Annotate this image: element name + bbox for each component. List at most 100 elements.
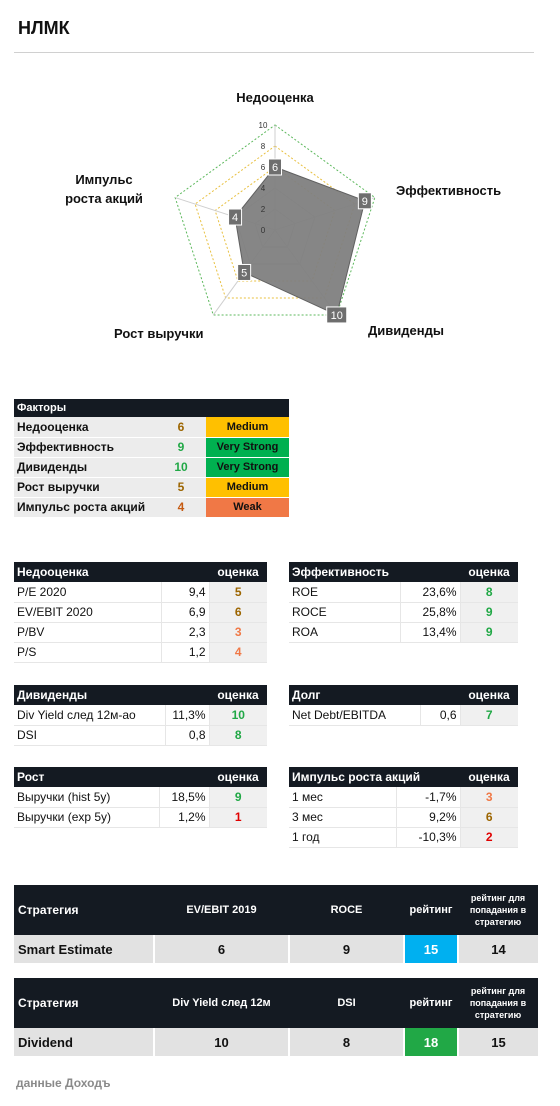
radar-value-label: 9 xyxy=(357,192,372,210)
factor-name: Дивиденды xyxy=(14,457,156,478)
score-header: оценка xyxy=(460,767,518,787)
metric-name: ROA xyxy=(289,622,400,643)
radar-value-label: 10 xyxy=(326,306,348,324)
metric-value: 6,9 xyxy=(160,602,209,623)
threshold-header: рейтинг для попадания в стратегию xyxy=(458,978,538,1028)
axis-label-bottom-left: Рост выручки xyxy=(114,326,203,341)
growth-table: Рост оценка Выручки (hist 5y) 18,5% 9 Выруч… xyxy=(14,767,267,828)
metric-value: 13,4% xyxy=(399,622,460,643)
radar-value-label: 5 xyxy=(237,263,252,281)
metric2-header: ROCE xyxy=(289,885,404,935)
metric-name: P/BV xyxy=(14,622,161,643)
rating-value: 15 xyxy=(403,935,458,963)
metric-score: 7 xyxy=(459,705,518,726)
svg-text:10: 10 xyxy=(331,310,343,322)
radar-tick-label: 2 xyxy=(261,205,266,214)
dividends-table: Дивиденды оценка Div Yield след 12м-ао 11,… xyxy=(14,685,267,746)
factor-name: Недооценка xyxy=(14,417,156,438)
metric-score: 8 xyxy=(208,725,267,746)
metric-name: Выручки (hist 5y) xyxy=(14,787,159,808)
metric-name: Net Debt/EBITDA xyxy=(289,705,420,726)
factor-name: Эффективность xyxy=(14,437,156,458)
radar-value-label: 4 xyxy=(228,208,243,226)
svg-text:5: 5 xyxy=(241,267,247,279)
strategy-name: Dividend xyxy=(14,1028,154,1056)
strategy-dividend-table: Стратегия Div Yield след 12м DSI рейтинг… xyxy=(14,978,538,1056)
metric-name: EV/EBIT 2020 xyxy=(14,602,161,623)
axis-label-left-line1: Импульс xyxy=(75,172,132,187)
strategy-name: Smart Estimate xyxy=(14,935,154,963)
efficiency-table: Эффективность оценка ROE 23,6% 8 ROCE 25,8% 9… xyxy=(289,562,518,643)
metric-score: 3 xyxy=(208,622,267,643)
title-divider xyxy=(14,52,534,53)
radar-tick-label: 6 xyxy=(261,163,266,172)
metric-score: 5 xyxy=(208,582,267,603)
radar-value-labels: 6 9 10 5 4 xyxy=(228,158,372,324)
momentum-table: Импульс роста акций оценка 1 мес -1,7% 3 3 … xyxy=(289,767,518,848)
score-header: оценка xyxy=(209,767,267,787)
factor-badge: Medium xyxy=(206,477,289,498)
metric-value: 0,6 xyxy=(419,705,460,726)
strategy-smart-estimate-table: Стратегия EV/EBIT 2019 ROCE рейтинг рейт… xyxy=(14,885,538,963)
metric1-header: Div Yield след 12м xyxy=(154,978,289,1028)
metric-score: 9 xyxy=(459,622,518,643)
valuation-table: Недооценка оценка P/E 2020 9,4 5 EV/EBIT 20… xyxy=(14,562,267,663)
factor-value: 10 xyxy=(156,457,206,478)
metric-score: 4 xyxy=(208,642,267,663)
factor-value: 5 xyxy=(156,477,206,498)
metric-value: 23,6% xyxy=(399,582,460,603)
page-title: НЛМК xyxy=(18,18,70,38)
metric-value: 0,8 xyxy=(164,725,209,746)
axis-label-bottom-right: Дивиденды xyxy=(368,323,444,338)
rating-header: рейтинг xyxy=(404,978,458,1028)
score-header: оценка xyxy=(460,562,518,582)
metric-score: 9 xyxy=(208,787,267,808)
score-header: оценка xyxy=(460,685,518,705)
strategy-header: Стратегия xyxy=(14,978,154,1028)
metric-value: 2,3 xyxy=(160,622,209,643)
metric-score: 6 xyxy=(208,602,267,623)
metric2-value: 9 xyxy=(288,935,404,963)
factors-table: Факторы Недооценка 6 Medium Эффективност… xyxy=(14,399,289,518)
rating-value: 18 xyxy=(403,1028,458,1056)
debt-table: Долг оценка Net Debt/EBITDA 0,6 7 xyxy=(289,685,518,726)
table-header: Недооценка xyxy=(14,562,209,582)
factor-badge: Very Strong xyxy=(206,437,289,458)
radar-tick-label: 8 xyxy=(261,142,266,151)
svg-text:9: 9 xyxy=(362,196,368,208)
metric1-value: 6 xyxy=(153,935,289,963)
metric-name: 3 мес xyxy=(289,807,396,828)
metric-score: 10 xyxy=(208,705,267,726)
factor-badge: Very Strong xyxy=(206,457,289,478)
metric-value: 1,2% xyxy=(158,807,209,828)
radar-tick-label: 10 xyxy=(259,121,268,130)
metric-name: Выручки (exp 5y) xyxy=(14,807,159,828)
metric1-value: 10 xyxy=(153,1028,289,1056)
metric2-header: DSI xyxy=(289,978,404,1028)
radar-value-label: 6 xyxy=(268,158,282,176)
table-header: Дивиденды xyxy=(14,685,209,705)
metric-name: ROCE xyxy=(289,602,400,623)
metric-score: 2 xyxy=(459,827,518,848)
metric-value: 1,2 xyxy=(160,642,209,663)
radar-tick-label: 4 xyxy=(261,184,266,193)
metric-score: 1 xyxy=(208,807,267,828)
metric-value: 25,8% xyxy=(399,602,460,623)
radar-series-area xyxy=(234,166,366,316)
table-header: Долг xyxy=(289,685,460,705)
strategy-header: Стратегия xyxy=(14,885,154,935)
data-source-footer: данные Доходъ xyxy=(16,1076,111,1090)
axis-label-right: Эффективность xyxy=(396,183,501,198)
metric-name: 1 год xyxy=(289,827,396,848)
metric-score: 9 xyxy=(459,602,518,623)
factors-header: Факторы xyxy=(14,399,289,417)
table-header: Эффективность xyxy=(289,562,460,582)
svg-text:6: 6 xyxy=(272,162,278,174)
factor-badge: Weak xyxy=(206,497,289,518)
metric-name: P/S xyxy=(14,642,161,663)
metric-value: -10,3% xyxy=(395,827,460,848)
metric-name: 1 мес xyxy=(289,787,396,808)
rating-header: рейтинг xyxy=(404,885,458,935)
threshold-header: рейтинг для попадания в стратегию xyxy=(458,885,538,935)
radar-tick-label: 0 xyxy=(261,226,266,235)
